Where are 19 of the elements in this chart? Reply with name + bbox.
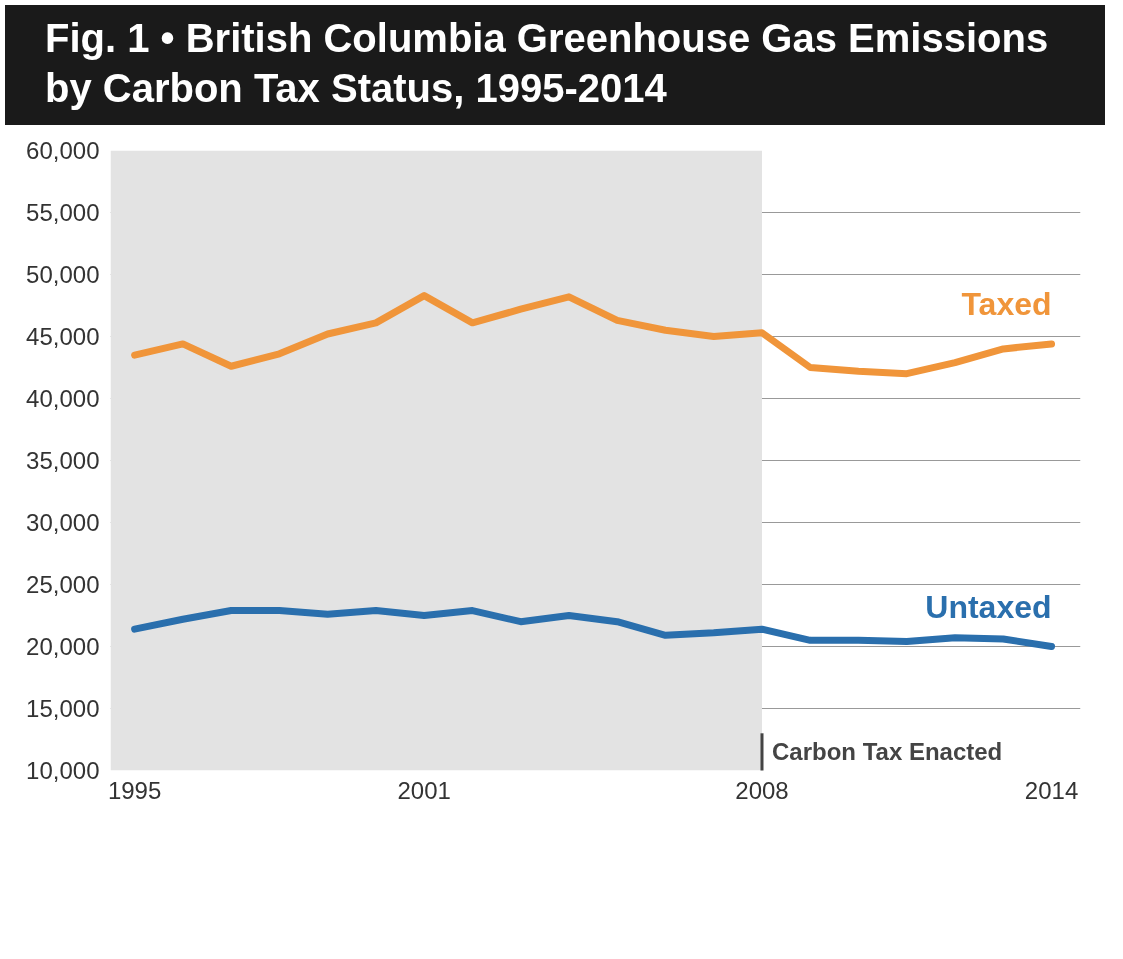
- y-tick-label: 55,000: [26, 199, 100, 226]
- y-tick-label: 60,000: [26, 137, 100, 164]
- chart-title: Fig. 1 • British Columbia Greenhouse Gas Emissions by Carbon Tax Status, 1995-2014: [5, 5, 1105, 125]
- x-tick-label: 2001: [397, 776, 451, 804]
- series-label: Taxed: [961, 285, 1052, 322]
- ref-line-label: Carbon Tax Enacted: [771, 738, 1003, 766]
- x-tick-label: 1995: [107, 776, 162, 804]
- y-tick-label: 15,000: [26, 695, 100, 722]
- y-tick-label: 35,000: [26, 447, 100, 474]
- x-tick-label: 2008: [735, 776, 789, 804]
- y-tick-label: 10,000: [26, 757, 100, 784]
- y-tick-label: 50,000: [26, 261, 100, 288]
- y-tick-label: 30,000: [26, 509, 100, 536]
- y-tick-label: 40,000: [26, 385, 100, 412]
- x-tick-label: 2014: [1024, 776, 1079, 804]
- y-tick-label: 20,000: [26, 633, 100, 660]
- y-tick-label: 45,000: [26, 323, 100, 350]
- series-label: Untaxed: [925, 588, 1052, 625]
- y-tick-label: 25,000: [26, 571, 100, 598]
